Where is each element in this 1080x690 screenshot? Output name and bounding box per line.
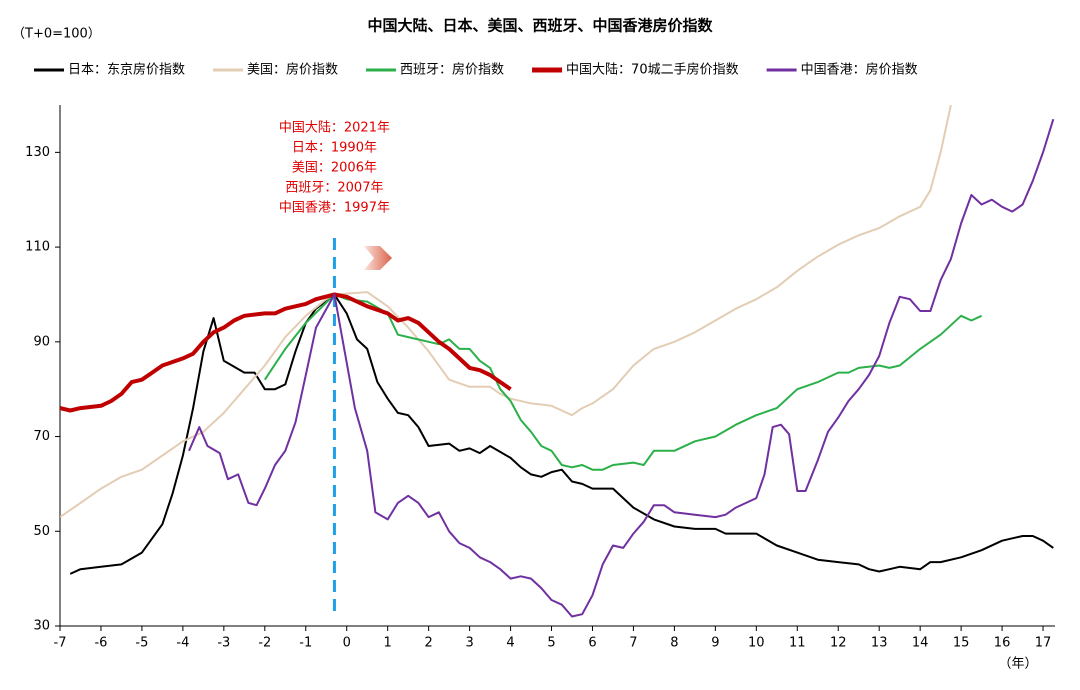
legend-label: 日本：东京房价指数 bbox=[68, 62, 185, 78]
annotation: 中国大陆：2021年 bbox=[279, 120, 390, 136]
legend-label: 中国香港：房价指数 bbox=[801, 62, 918, 78]
y-tick-label: 130 bbox=[25, 145, 50, 160]
x-axis-label: （年） bbox=[998, 657, 1037, 672]
plot-area bbox=[60, 105, 1055, 618]
x-tick-label: 9 bbox=[711, 636, 719, 651]
x-tick-label: 15 bbox=[953, 636, 970, 651]
x-tick-label: 13 bbox=[871, 636, 888, 651]
x-tick-label: -7 bbox=[54, 636, 67, 651]
series-line bbox=[60, 105, 952, 518]
x-tick-label: 11 bbox=[789, 636, 806, 651]
x-tick-label: 10 bbox=[748, 636, 765, 651]
legend-label: 中国大陆：70城二手房价指数 bbox=[566, 62, 739, 78]
x-tick-label: 4 bbox=[506, 636, 514, 651]
series-line bbox=[188, 118, 1055, 618]
arrow bbox=[364, 246, 392, 270]
annotation: 中国香港：1997年 bbox=[279, 201, 390, 216]
x-tick-label: 5 bbox=[547, 636, 555, 651]
annotation: 西班牙：2007年 bbox=[285, 181, 383, 196]
legend-label: 美国：房价指数 bbox=[247, 62, 338, 78]
series-line bbox=[263, 293, 983, 471]
series-line bbox=[69, 293, 1054, 575]
x-tick-label: -6 bbox=[94, 636, 107, 651]
x-tick-label: 14 bbox=[912, 636, 929, 651]
x-tick-label: 6 bbox=[588, 636, 596, 651]
x-tick-label: 1 bbox=[384, 636, 392, 651]
x-tick-label: 17 bbox=[1035, 636, 1052, 651]
annotation: 美国：2006年 bbox=[292, 161, 377, 176]
x-tick-label: -4 bbox=[176, 636, 189, 651]
x-tick-label: 8 bbox=[670, 636, 678, 651]
annotation: 日本：1990年 bbox=[292, 141, 377, 156]
y-tick-label: 50 bbox=[33, 524, 50, 539]
x-tick-label: -5 bbox=[135, 636, 148, 651]
x-tick-label: 2 bbox=[424, 636, 432, 651]
x-tick-label: 12 bbox=[830, 636, 847, 651]
x-tick-label: -1 bbox=[299, 636, 312, 651]
series-line bbox=[60, 292, 512, 413]
x-tick-label: 7 bbox=[629, 636, 637, 651]
x-tick-label: 3 bbox=[465, 636, 473, 651]
y-tick-label: 90 bbox=[33, 334, 50, 349]
x-tick-label: 0 bbox=[343, 636, 351, 651]
y-tick-label: 110 bbox=[25, 240, 50, 255]
chart-title: 中国大陆、日本、美国、西班牙、中国香港房价指数 bbox=[367, 17, 713, 35]
x-tick-label: 16 bbox=[994, 636, 1011, 651]
x-tick-label: -3 bbox=[217, 636, 230, 651]
legend-label: 西班牙：房价指数 bbox=[400, 62, 504, 78]
subtitle: （T+0=100） bbox=[12, 27, 101, 42]
y-tick-label: 30 bbox=[33, 619, 50, 634]
y-tick-label: 70 bbox=[33, 429, 50, 444]
x-tick-label: -2 bbox=[258, 636, 271, 651]
